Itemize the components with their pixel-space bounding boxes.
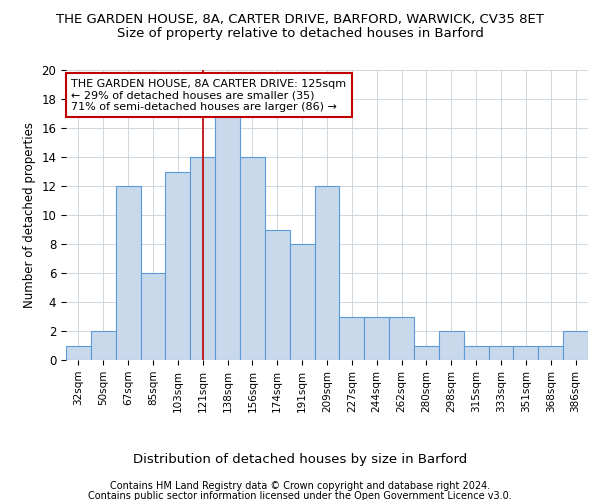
Text: THE GARDEN HOUSE, 8A, CARTER DRIVE, BARFORD, WARWICK, CV35 8ET: THE GARDEN HOUSE, 8A, CARTER DRIVE, BARF… bbox=[56, 12, 544, 26]
Text: Contains HM Land Registry data © Crown copyright and database right 2024.: Contains HM Land Registry data © Crown c… bbox=[110, 481, 490, 491]
Bar bbox=[414, 346, 439, 360]
Bar bbox=[464, 346, 488, 360]
Bar bbox=[514, 346, 538, 360]
Bar bbox=[488, 346, 514, 360]
Bar bbox=[240, 157, 265, 360]
Bar bbox=[439, 331, 464, 360]
Bar bbox=[166, 172, 190, 360]
Bar bbox=[215, 114, 240, 360]
Bar bbox=[91, 331, 116, 360]
Bar bbox=[290, 244, 314, 360]
Y-axis label: Number of detached properties: Number of detached properties bbox=[23, 122, 36, 308]
Bar bbox=[265, 230, 290, 360]
Text: THE GARDEN HOUSE, 8A CARTER DRIVE: 125sqm
← 29% of detached houses are smaller (: THE GARDEN HOUSE, 8A CARTER DRIVE: 125sq… bbox=[71, 78, 346, 112]
Text: Distribution of detached houses by size in Barford: Distribution of detached houses by size … bbox=[133, 452, 467, 466]
Bar bbox=[364, 316, 389, 360]
Bar bbox=[563, 331, 588, 360]
Bar bbox=[140, 273, 166, 360]
Bar bbox=[66, 346, 91, 360]
Bar bbox=[190, 157, 215, 360]
Bar bbox=[314, 186, 340, 360]
Bar bbox=[538, 346, 563, 360]
Text: Contains public sector information licensed under the Open Government Licence v3: Contains public sector information licen… bbox=[88, 491, 512, 500]
Text: Size of property relative to detached houses in Barford: Size of property relative to detached ho… bbox=[116, 28, 484, 40]
Bar bbox=[340, 316, 364, 360]
Bar bbox=[116, 186, 140, 360]
Bar bbox=[389, 316, 414, 360]
